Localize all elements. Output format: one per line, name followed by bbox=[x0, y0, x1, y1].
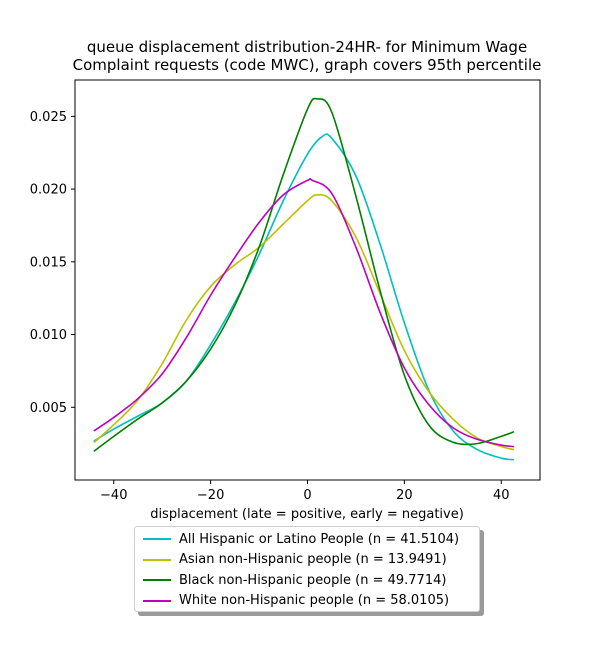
legend-swatch-line bbox=[143, 538, 171, 541]
legend-item: Black non-Hispanic people (n = 49.7714) bbox=[135, 570, 479, 591]
legend-label: White non-Hispanic people (n = 58.0105) bbox=[179, 593, 450, 609]
x-tick-label: 0 bbox=[303, 488, 311, 503]
plot-frame bbox=[74, 79, 541, 481]
legend-label: All Hispanic or Latino People (n = 41.51… bbox=[179, 531, 460, 547]
series-line-3 bbox=[93, 97, 515, 452]
series-line-2 bbox=[93, 194, 515, 451]
legend-swatch-line bbox=[143, 558, 171, 561]
legend-swatch-line bbox=[143, 579, 171, 582]
legend-item: White non-Hispanic people (n = 58.0105) bbox=[135, 591, 479, 612]
legend-label: Asian non-Hispanic people (n = 13.9491) bbox=[179, 552, 447, 568]
axes-layer: −40 −20 0 20 40 0.005 0.010 0.015 0.020 0.025 bbox=[30, 79, 541, 503]
series-layer bbox=[93, 97, 515, 461]
series-line-4 bbox=[93, 177, 515, 448]
legend-label: Black non-Hispanic people (n = 49.7714) bbox=[179, 572, 447, 588]
y-tick-label: 0.010 bbox=[30, 328, 67, 343]
legend-swatch-line bbox=[143, 599, 171, 602]
x-tick-label: −40 bbox=[100, 488, 127, 503]
y-tick-label: 0.025 bbox=[30, 110, 67, 125]
legend: All Hispanic or Latino People (n = 41.51… bbox=[134, 526, 480, 612]
x-axis-label: displacement (late = positive, early = n… bbox=[150, 507, 464, 522]
chart-title-line-1: queue displacement distribution-24HR- fo… bbox=[87, 38, 527, 56]
y-tick-label: 0.020 bbox=[30, 183, 67, 198]
x-tick-label: 40 bbox=[493, 488, 510, 503]
legend-item: Asian non-Hispanic people (n = 13.9491) bbox=[135, 550, 479, 571]
legend-item: All Hispanic or Latino People (n = 41.51… bbox=[135, 529, 479, 550]
y-tick-label: 0.015 bbox=[30, 255, 67, 270]
x-tick-label: 20 bbox=[396, 488, 413, 503]
chart-title-line-2: Complaint requests (code MWC), graph cov… bbox=[73, 56, 542, 74]
chart-title: queue displacement distribution-24HR- fo… bbox=[73, 38, 542, 74]
y-tick-label: 0.005 bbox=[30, 401, 67, 416]
x-tick-label: −20 bbox=[197, 488, 224, 503]
